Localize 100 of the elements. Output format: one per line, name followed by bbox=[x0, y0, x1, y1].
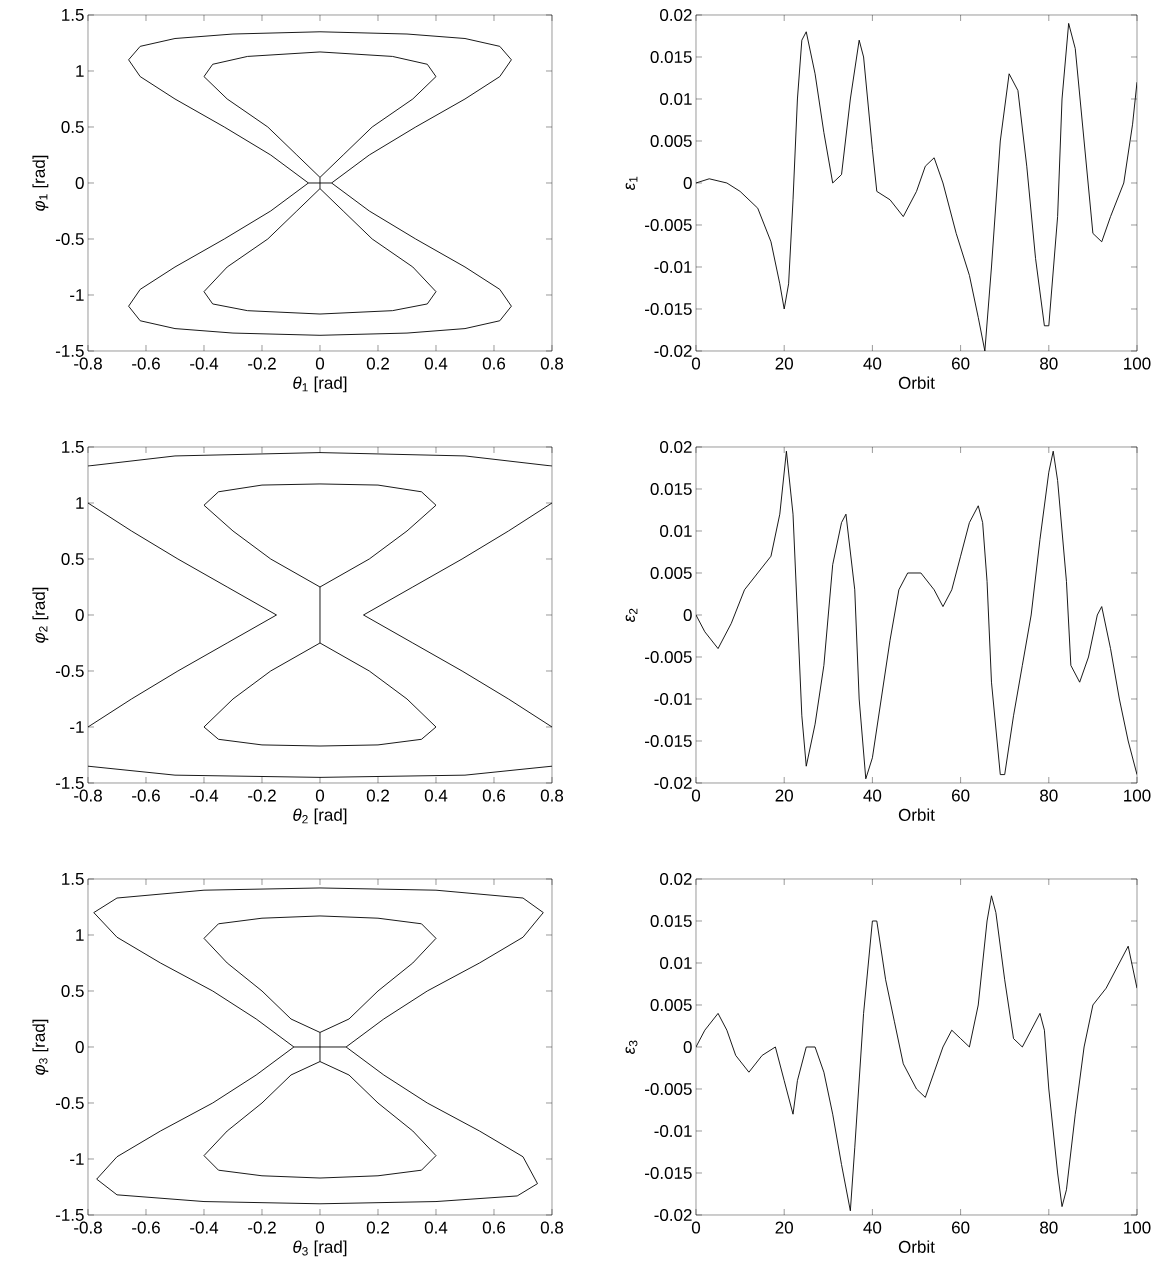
y-tick-label: -1.5 bbox=[55, 1209, 84, 1221]
x-tick-label: 40 bbox=[863, 789, 882, 802]
y-tick-label: 0.01 bbox=[660, 956, 692, 970]
y-tick-label: -0.01 bbox=[654, 1124, 692, 1138]
y-axis-title: φ$_{3}$ [rad] bbox=[32, 1019, 49, 1075]
x-tick-label: 80 bbox=[1040, 357, 1058, 370]
line-series bbox=[128, 31, 512, 336]
x-tick-label: 0 bbox=[315, 789, 325, 802]
x-tick-label: -0.8 bbox=[74, 357, 102, 370]
x-axis-title: Orbit bbox=[898, 376, 935, 389]
y-axis-title: φ$_{1}$ [rad] bbox=[32, 155, 49, 211]
y-tick-label: 0.005 bbox=[650, 566, 692, 580]
y-tick-label: 0.005 bbox=[650, 134, 692, 148]
x-tick-label: -0.6 bbox=[132, 1221, 160, 1234]
x-tick-label: -0.4 bbox=[190, 789, 219, 802]
y-tick-label: 0.015 bbox=[650, 482, 692, 496]
x-tick-label: 40 bbox=[863, 1221, 882, 1234]
x-tick-label: 0.4 bbox=[424, 357, 448, 370]
y-tick-label: 1 bbox=[76, 497, 84, 509]
y-tick-label: 0 bbox=[683, 176, 692, 190]
x-tick-label: 60 bbox=[952, 357, 970, 370]
y-tick-label: 0 bbox=[75, 1040, 84, 1054]
y-tick-label: 0.5 bbox=[61, 984, 84, 998]
x-tick-label: 0.2 bbox=[366, 1221, 389, 1234]
x-tick-label: 40 bbox=[863, 357, 882, 370]
y-tick-label: 0.015 bbox=[650, 914, 692, 928]
y-tick-label: 1 bbox=[76, 929, 84, 941]
x-tick-label: 0.8 bbox=[540, 1221, 564, 1234]
x-tick-label: 80 bbox=[1040, 1221, 1058, 1234]
x-tick-label: 20 bbox=[775, 357, 793, 370]
x-tick-label: 0 bbox=[691, 789, 701, 802]
x-tick-label: 0.6 bbox=[482, 357, 506, 370]
line-series bbox=[203, 51, 437, 315]
x-tick-label: 0.6 bbox=[482, 789, 506, 802]
y-tick-label: -1 bbox=[70, 289, 84, 301]
y-tick-label: 0.01 bbox=[660, 92, 692, 106]
x-tick-label: -0.6 bbox=[132, 357, 160, 370]
x-tick-label: -0.8 bbox=[74, 789, 102, 802]
y-axis-title: ε$_{2}$ bbox=[625, 608, 638, 623]
x-tick-label: -0.2 bbox=[248, 357, 276, 370]
x-tick-label: -0.6 bbox=[132, 789, 160, 802]
y-tick-label: -1.5 bbox=[55, 345, 84, 357]
y-tick-label: -0.5 bbox=[55, 232, 84, 246]
y-tick-label: 0.02 bbox=[660, 440, 692, 454]
x-tick-label: 0.2 bbox=[366, 357, 389, 370]
y-tick-label: -0.015 bbox=[645, 302, 692, 316]
x-tick-label: 0.4 bbox=[424, 1221, 448, 1234]
y-tick-label: 0.005 bbox=[650, 998, 692, 1012]
y-tick-label: -0.015 bbox=[645, 734, 692, 748]
x-tick-label: -0.8 bbox=[74, 1221, 102, 1234]
y-tick-label: 1.5 bbox=[62, 9, 84, 21]
y-tick-label: 0 bbox=[683, 608, 692, 622]
x-tick-label: 100 bbox=[1124, 789, 1151, 802]
y-tick-label: 0.01 bbox=[660, 524, 692, 538]
x-tick-label: 0 bbox=[315, 357, 325, 370]
y-tick-label: -0.005 bbox=[645, 650, 692, 664]
x-tick-label: 0 bbox=[691, 1221, 701, 1234]
x-tick-label: 60 bbox=[952, 1221, 970, 1234]
y-tick-label: 0.5 bbox=[61, 552, 84, 566]
x-axis-title: θ$_{3}$ [rad] bbox=[293, 1240, 347, 1257]
y-axis-title: ε$_{1}$ bbox=[625, 176, 638, 191]
x-axis-title: θ$_{2}$ [rad] bbox=[293, 808, 347, 825]
x-tick-label: 0.8 bbox=[540, 357, 564, 370]
x-tick-label: -0.4 bbox=[190, 357, 219, 370]
y-tick-label: -0.01 bbox=[654, 260, 692, 274]
y-tick-label: 0.5 bbox=[61, 120, 84, 134]
x-tick-label: -0.2 bbox=[248, 1221, 276, 1234]
line-series bbox=[203, 915, 437, 1179]
y-tick-label: 1.5 bbox=[62, 441, 84, 453]
line-series bbox=[203, 483, 437, 747]
x-tick-label: 100 bbox=[1124, 1221, 1151, 1234]
y-tick-label: -0.5 bbox=[55, 664, 84, 678]
x-tick-label: 20 bbox=[775, 1221, 793, 1234]
x-tick-label: -0.4 bbox=[190, 1221, 219, 1234]
y-tick-label: 0 bbox=[75, 608, 84, 622]
y-tick-label: -0.01 bbox=[654, 692, 692, 706]
y-tick-label: -0.005 bbox=[645, 1082, 692, 1096]
x-tick-label: 0 bbox=[691, 357, 701, 370]
line-series bbox=[93, 887, 544, 1205]
y-tick-label: 1.5 bbox=[62, 873, 84, 885]
x-tick-label: -0.2 bbox=[248, 789, 276, 802]
x-tick-label: 0.4 bbox=[424, 789, 448, 802]
x-tick-label: 0.6 bbox=[482, 1221, 506, 1234]
x-tick-label: 100 bbox=[1124, 357, 1151, 370]
x-tick-label: 20 bbox=[775, 789, 793, 802]
x-tick-label: 0.8 bbox=[540, 789, 564, 802]
x-tick-label: 0 bbox=[315, 1221, 325, 1234]
x-tick-label: 60 bbox=[952, 789, 970, 802]
y-tick-label: -0.02 bbox=[654, 776, 692, 790]
y-tick-label: 0.015 bbox=[650, 50, 692, 64]
y-tick-label: -1 bbox=[70, 721, 84, 733]
y-tick-label: -0.02 bbox=[654, 344, 692, 358]
y-axis-title: ε$_{3}$ bbox=[625, 1040, 638, 1055]
x-axis-title: Orbit bbox=[898, 1240, 935, 1253]
y-tick-label: -0.015 bbox=[645, 1166, 692, 1180]
x-axis-title: θ$_{1}$ [rad] bbox=[293, 376, 347, 393]
y-axis-title: φ$_{2}$ [rad] bbox=[32, 587, 49, 643]
y-tick-label: 1 bbox=[76, 65, 84, 77]
x-tick-label: 0.2 bbox=[366, 789, 389, 802]
y-tick-label: 0.02 bbox=[660, 872, 692, 886]
